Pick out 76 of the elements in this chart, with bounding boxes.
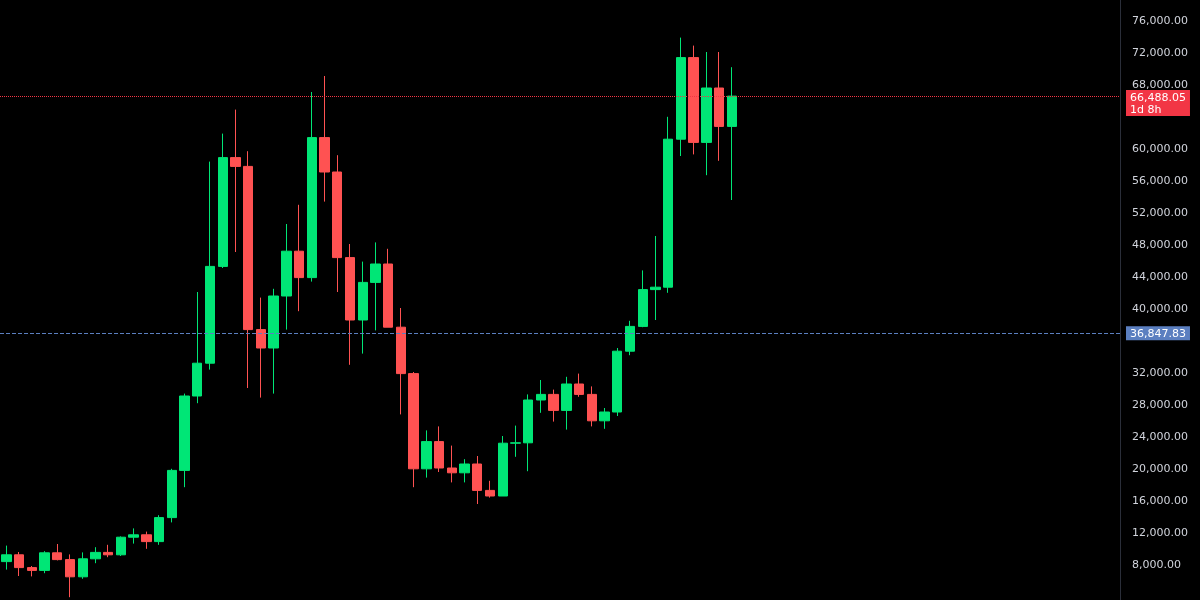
y-tick-label: 40,000.00 xyxy=(1132,301,1188,315)
y-tick-label: 60,000.00 xyxy=(1132,141,1188,155)
candlestick xyxy=(65,553,75,598)
candlestick xyxy=(485,480,495,499)
candlestick xyxy=(625,320,635,356)
y-tick-label: 20,000.00 xyxy=(1132,461,1188,475)
y-tick-label: 32,000.00 xyxy=(1132,365,1188,379)
candlestick xyxy=(78,551,88,580)
candlestick xyxy=(587,385,597,427)
candlestick xyxy=(243,150,253,389)
candlestick xyxy=(727,66,737,201)
candlestick xyxy=(358,261,368,355)
candlestick xyxy=(714,51,724,162)
candlestick xyxy=(332,154,342,293)
candlestick xyxy=(663,116,673,294)
y-tick-label: 72,000.00 xyxy=(1132,45,1188,59)
candlestick xyxy=(90,546,101,564)
candlestick xyxy=(14,551,24,577)
candlestick xyxy=(52,543,62,561)
candlestick xyxy=(268,288,279,395)
ref-line-label: 36,847.83 xyxy=(1130,326,1186,340)
candlestick xyxy=(256,297,266,399)
y-tick-label: 56,000.00 xyxy=(1132,173,1188,187)
y-tick-label: 28,000.00 xyxy=(1132,397,1188,411)
candlestick xyxy=(498,435,508,497)
candlestick xyxy=(574,373,584,398)
candlestick xyxy=(103,544,113,558)
y-tick-label: 68,000.00 xyxy=(1132,77,1188,91)
y-tick-label: 24,000.00 xyxy=(1132,429,1188,443)
y-tick-label: 8,000.00 xyxy=(1132,557,1181,571)
candlestick xyxy=(370,241,381,331)
y-tick-label: 16,000.00 xyxy=(1132,493,1188,507)
candlestick xyxy=(128,527,139,545)
candlestick xyxy=(27,565,37,577)
candlestick xyxy=(39,550,50,574)
candlestick xyxy=(230,109,241,253)
candlestick xyxy=(650,235,661,321)
candlestick xyxy=(523,393,533,472)
candlestick xyxy=(205,161,215,371)
candlestick xyxy=(396,307,406,415)
candlestick xyxy=(154,514,164,546)
candlestick xyxy=(599,407,610,430)
candlestick xyxy=(345,243,355,366)
candlestick xyxy=(434,425,444,473)
candlestick xyxy=(536,379,546,414)
candlestick xyxy=(408,371,419,488)
candlestick xyxy=(281,223,292,331)
candlestick xyxy=(421,429,432,479)
candlestick xyxy=(561,376,572,431)
candlestick xyxy=(192,291,202,404)
y-tick-label: 48,000.00 xyxy=(1132,237,1188,251)
candlestick xyxy=(116,535,126,557)
candlestick xyxy=(510,425,521,458)
y-tick-label: 12,000.00 xyxy=(1132,525,1188,539)
candlestick xyxy=(319,75,330,203)
candlestick xyxy=(307,91,317,283)
ref-line-label: 66,488.05 1d 8h xyxy=(1130,90,1186,116)
y-tick-label: 52,000.00 xyxy=(1132,205,1188,219)
candlestick xyxy=(294,204,304,312)
candlestick xyxy=(472,455,482,505)
candlestick xyxy=(141,531,152,550)
candlestick xyxy=(218,133,228,269)
y-tick-label: 76,000.00 xyxy=(1132,13,1188,27)
candlestick xyxy=(1,545,12,571)
candlestick xyxy=(447,445,457,483)
candlestick xyxy=(179,393,190,488)
candlestick xyxy=(383,248,393,328)
candlestick xyxy=(548,389,559,423)
candlestick xyxy=(701,51,712,176)
candlestick xyxy=(459,458,470,483)
candlestick xyxy=(638,269,648,328)
candlestick xyxy=(676,37,686,157)
candlestick xyxy=(612,347,622,417)
candlestick xyxy=(688,45,699,155)
candlestick xyxy=(167,468,177,523)
y-tick-label: 44,000.00 xyxy=(1132,269,1188,283)
